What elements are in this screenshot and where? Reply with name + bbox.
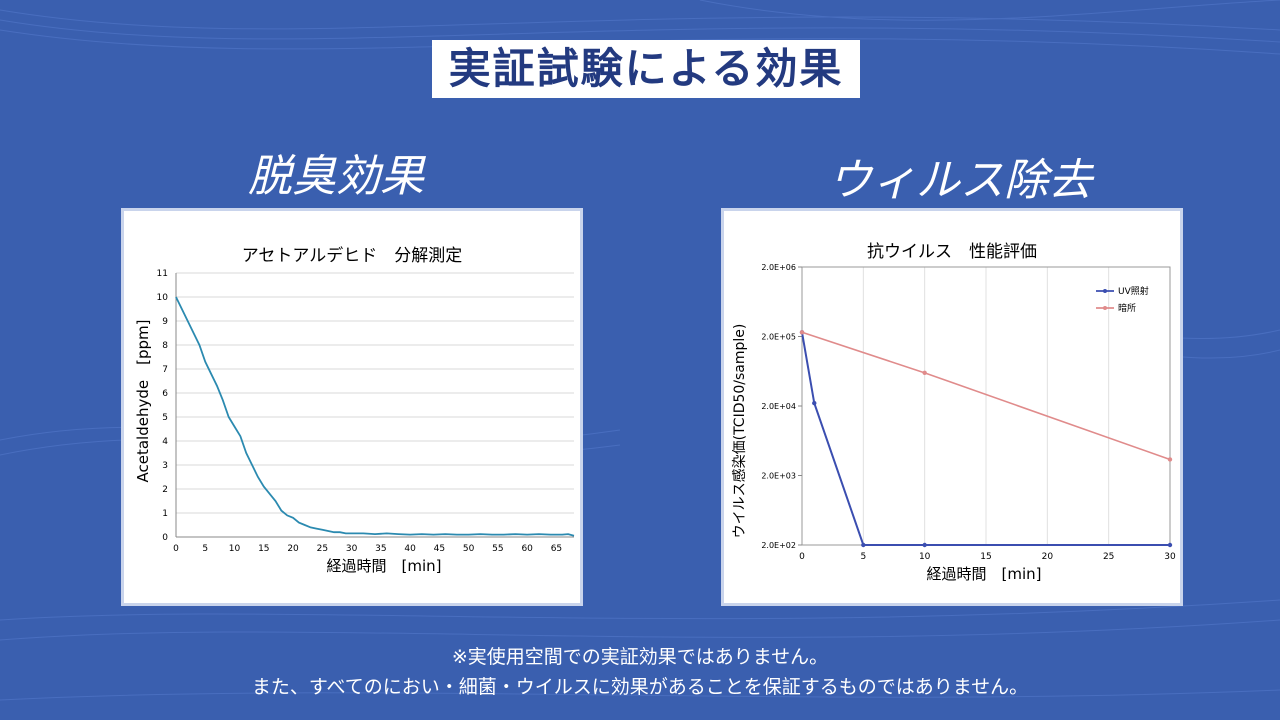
legend-label: UV照射 <box>1118 285 1149 297</box>
footnote-1: ※実使用空間での実証効果ではありません。 <box>451 646 829 668</box>
x-tick-label: 30 <box>346 544 358 554</box>
y-tick-label: 2.0E+02 <box>761 541 796 550</box>
data-point <box>922 370 927 376</box>
y-axis-label: Acetaldehyde [ppm] <box>134 320 152 483</box>
data-point <box>922 542 927 548</box>
x-tick-label: 20 <box>287 544 299 554</box>
y-tick-label: 2.0E+06 <box>761 263 796 272</box>
data-point <box>812 400 817 406</box>
x-tick-label: 10 <box>919 552 931 562</box>
y-tick-label: 2.0E+05 <box>761 333 796 342</box>
legend-marker <box>1103 306 1107 310</box>
acetaldehyde-chart-panel: アセトアルデヒド 分解測定 0 5 10 15 20 25 30 35 40 45 50 55 60 65… <box>121 208 583 606</box>
y-tick-label: 4 <box>162 437 168 447</box>
y-tick-label: 0 <box>162 533 168 543</box>
y-tick-label: 9 <box>162 317 168 327</box>
x-tick-label: 5 <box>202 544 208 554</box>
x-tick-label: 65 <box>551 544 562 554</box>
acetaldehyde-chart: アセトアルデヒド 分解測定 0 5 10 15 20 25 30 35 40 45 50 55 60 65… <box>134 245 575 575</box>
y-tick-label: 2 <box>162 485 168 495</box>
x-tick-label: 0 <box>173 544 179 554</box>
chart-title: 抗ウイルス 性能評価 <box>867 242 1037 262</box>
series-line-acetaldehyde <box>175 296 575 537</box>
x-tick-label: 10 <box>229 544 241 554</box>
antivirus-chart-panel: 抗ウイルス 性能評価 0 5 10 15 20 25 30 2.0E+02 2.0E+03 2.… <box>721 208 1183 606</box>
x-tick-label: 25 <box>317 544 328 554</box>
x-tick-label: 30 <box>1164 552 1176 562</box>
x-tick-label: 0 <box>799 552 805 562</box>
y-tick-label: 2.0E+03 <box>761 472 796 481</box>
data-point <box>799 330 805 335</box>
page-title: 実証試験による効果 <box>432 40 860 98</box>
x-tick-label: 45 <box>434 544 445 554</box>
x-tick-label: 50 <box>463 544 475 554</box>
deodorize-heading: 脱臭効果 <box>248 151 424 202</box>
legend-label: 暗所 <box>1118 302 1136 314</box>
y-tick-label: 10 <box>157 293 169 303</box>
x-axis-label: 経過時間 [min] <box>327 557 442 575</box>
x-axis-label: 経過時間 [min] <box>927 565 1042 583</box>
y-tick-label: 3 <box>162 461 168 471</box>
virus-removal-heading: ウィルス除去 <box>828 155 1092 206</box>
y-axis-label: ウイルス感染価(TCID50/sample) <box>731 324 748 539</box>
x-tick-label: 60 <box>521 544 533 554</box>
y-tick-label: 8 <box>162 341 168 351</box>
x-tick-label: 20 <box>1042 552 1054 562</box>
antivirus-chart: 抗ウイルス 性能評価 0 5 10 15 20 25 30 2.0E+02 2.0E+03 2.… <box>731 242 1176 583</box>
y-tick-label: 1 <box>162 509 168 519</box>
data-point <box>1167 457 1173 462</box>
y-tick-label: 2.0E+04 <box>761 402 796 411</box>
footnote-2: また、すべてのにおい・細菌・ウイルスに効果があることを保証するものではありません… <box>251 676 1029 698</box>
y-tick-label: 7 <box>162 365 168 375</box>
x-tick-label: 55 <box>492 544 503 554</box>
x-tick-label: 40 <box>404 544 416 554</box>
y-tick-label: 6 <box>162 389 168 399</box>
x-tick-label: 35 <box>375 544 386 554</box>
chart-title: アセトアルデヒド 分解測定 <box>242 245 463 266</box>
data-point <box>861 542 866 548</box>
x-tick-label: 15 <box>258 544 269 554</box>
x-tick-label: 15 <box>980 552 991 562</box>
legend-marker <box>1103 289 1107 293</box>
x-tick-label: 5 <box>860 552 866 562</box>
y-tick-label: 5 <box>162 413 168 423</box>
y-tick-label: 11 <box>157 269 168 279</box>
data-point <box>1167 542 1173 548</box>
x-tick-label: 25 <box>1103 552 1114 562</box>
